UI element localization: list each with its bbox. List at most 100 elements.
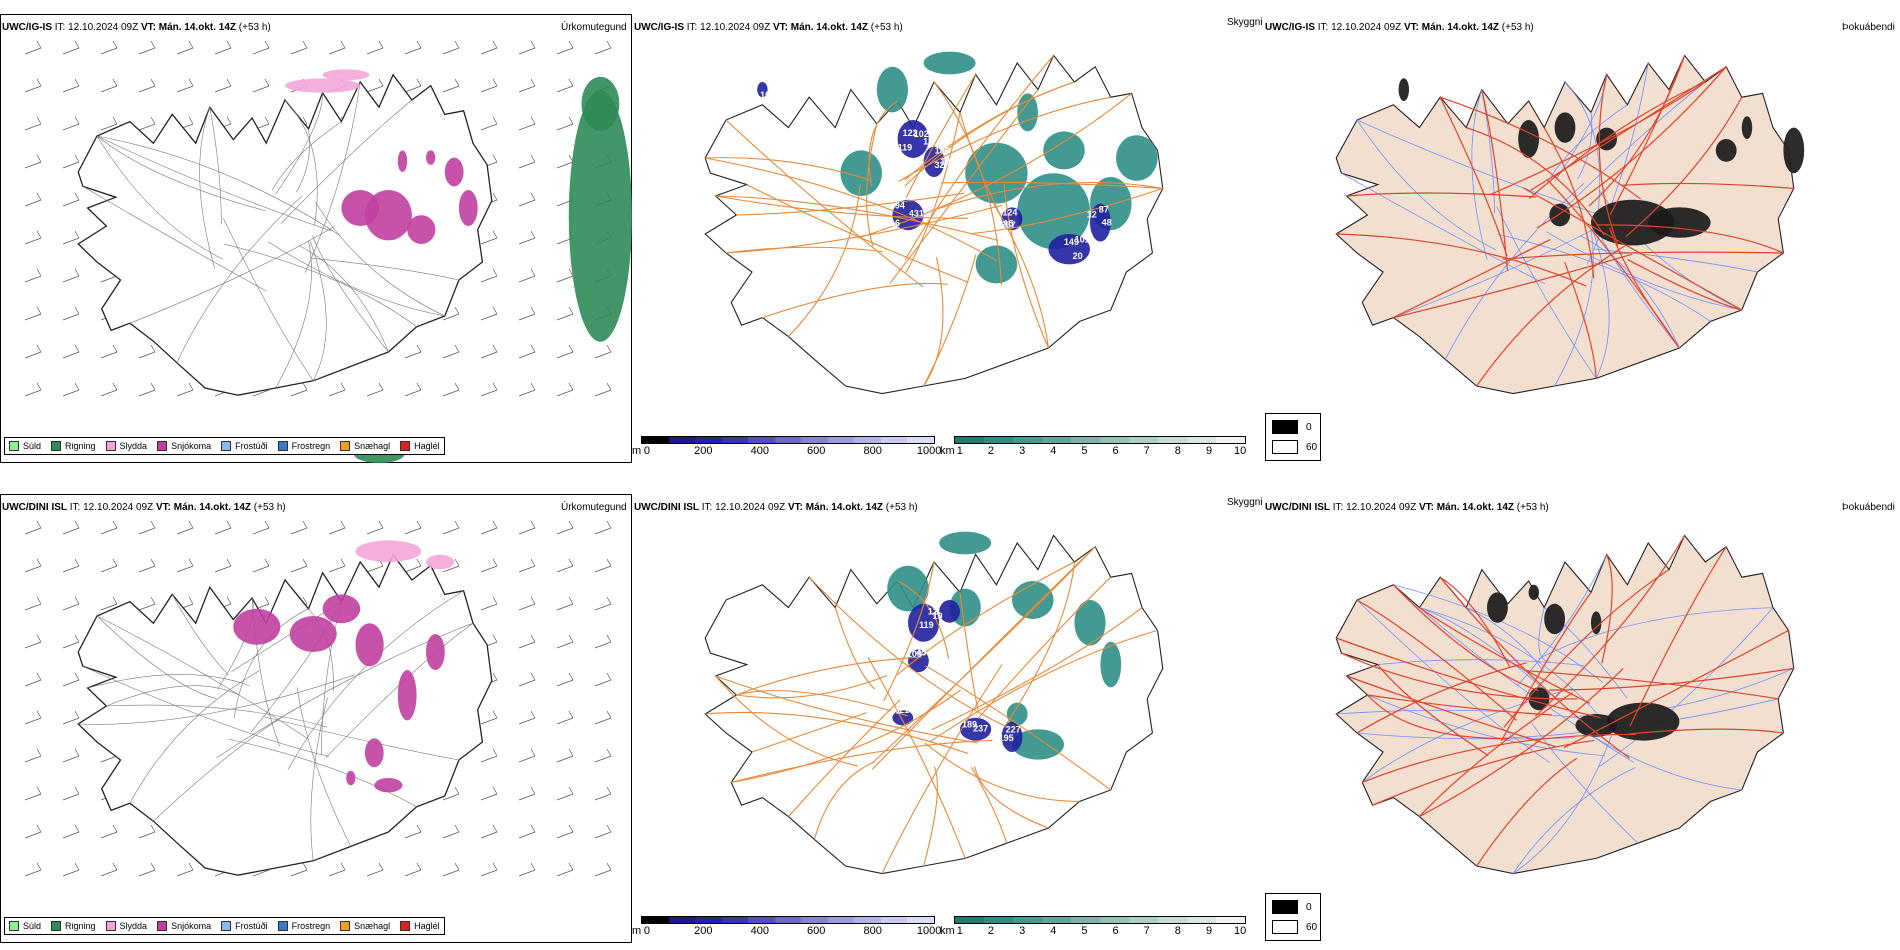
wind-barb — [404, 85, 422, 93]
wind-barb-flag — [264, 596, 270, 605]
header-top-right: UWC/IG-IS IT: 12.10.2024 09Z VT: Mán. 14… — [1265, 22, 1534, 34]
wind-barb-flag — [36, 154, 42, 163]
it-prefix: IT: — [54, 22, 66, 33]
colorbar-tick: 9 — [1205, 925, 1213, 937]
snow-area — [355, 623, 384, 667]
wind-barb-flag — [416, 862, 422, 871]
colorbar-tick: 7 — [1143, 925, 1150, 937]
wind-barb-flag — [36, 862, 42, 871]
wind-barb — [290, 527, 308, 535]
wind-barb — [100, 85, 118, 93]
river-line — [1367, 694, 1605, 757]
wind-barb-flag — [36, 230, 42, 239]
road-line — [813, 761, 875, 840]
wind-barb-flag — [36, 824, 42, 833]
colorbar-tick: 7 — [1143, 445, 1150, 457]
colorbar-tick: 1000 — [916, 925, 942, 937]
wind-barb-flag — [492, 596, 498, 605]
wind-barb — [24, 755, 42, 763]
wind-barb — [404, 565, 422, 573]
wind-barb-flag — [530, 306, 536, 315]
wind-barb-flag — [302, 862, 308, 871]
legend-item: Rigning — [51, 441, 96, 451]
colorbar-tick: 1 — [956, 925, 963, 937]
wind-barb-flag — [492, 268, 498, 277]
wind-barb — [24, 869, 42, 877]
wind-barb — [328, 389, 346, 397]
wind-barb-flag — [74, 558, 80, 567]
road-line — [216, 622, 474, 758]
colorbar-cell — [1129, 437, 1158, 443]
road-line — [106, 685, 240, 707]
fog-map-bottom — [1335, 534, 1795, 875]
wind-barb — [62, 527, 80, 535]
colorbar-tick: 9 — [1205, 445, 1213, 457]
wind-barb — [252, 47, 270, 55]
fog-legend-label: 0 — [1306, 421, 1312, 433]
road-line — [905, 112, 961, 273]
low-visibility-area — [1043, 131, 1085, 170]
road-line — [296, 128, 310, 193]
wind-barb-flag — [74, 710, 80, 719]
wind-barb — [518, 123, 536, 131]
precip-legend-top: Súld Rigning Slydda Snjókoma Frostúði Frostre… — [4, 437, 445, 455]
wind-barb — [518, 527, 536, 535]
iceland-land — [1335, 534, 1795, 875]
road-line — [1356, 599, 1518, 721]
wind-barb-flag — [568, 116, 574, 125]
fog-legend-row-white: 60 — [1272, 440, 1317, 454]
colorbar-tick: 4 — [1050, 445, 1057, 457]
wind-barb-flag — [74, 78, 80, 87]
wind-barb-flag — [226, 558, 232, 567]
colorbar-cell — [1158, 917, 1187, 923]
low-visibility-area — [1012, 729, 1064, 760]
road-line — [1481, 89, 1509, 271]
road-line — [96, 135, 332, 232]
legend-item: Frostregn — [277, 921, 330, 931]
legend-swatch — [221, 921, 232, 931]
sleet-area — [355, 540, 422, 562]
colorbar-tick: 8 — [1174, 445, 1181, 457]
wind-barb — [366, 527, 384, 535]
wind-barb-flag — [74, 306, 80, 315]
wind-barb — [518, 47, 536, 55]
wind-barb-flag — [454, 382, 460, 391]
river-line — [1564, 81, 1601, 215]
wind-barb — [556, 275, 574, 283]
road-line — [1502, 251, 1784, 260]
wind-barb — [176, 389, 194, 397]
wind-barb — [328, 869, 346, 877]
low-cloudbase-area — [960, 717, 992, 741]
colorbar-cell — [721, 437, 749, 443]
wind-barb — [518, 351, 536, 359]
legend-label: Haglél — [414, 921, 440, 931]
wind-barb — [480, 831, 498, 839]
colorbar-cell — [1071, 437, 1100, 443]
low-cloudbase-area — [1090, 203, 1111, 242]
wind-barb — [366, 565, 384, 573]
visibility-unit: km — [940, 445, 955, 457]
legend-item: Súld — [9, 921, 41, 931]
low-visibility-area — [975, 245, 1018, 284]
wind-barb — [62, 237, 80, 245]
wind-barb — [252, 869, 270, 877]
wind-barb — [442, 47, 460, 55]
cloudbase-colorbar-ticks: 0 200 400 600 800 1000 — [641, 444, 942, 458]
wind-barb — [366, 85, 384, 93]
road-line — [1596, 224, 1784, 254]
lead-time: (+53 h) — [1516, 502, 1549, 513]
wind-barb-flag — [568, 558, 574, 567]
wind-barb — [556, 641, 574, 649]
header-bottom-left: UWC/DINI ISL IT: 12.10.2024 09Z VT: Mán.… — [2, 502, 286, 514]
colorbar-cell — [1187, 437, 1216, 443]
cloudbase-value-label: 100 — [907, 649, 922, 659]
wind-barb — [480, 351, 498, 359]
low-cloudbase-area — [1001, 207, 1023, 231]
colorbar-cell — [1042, 917, 1071, 923]
wind-barb — [518, 565, 536, 573]
wind-barb-flag — [492, 862, 498, 871]
colorbar-tick: 5 — [1081, 925, 1088, 937]
model-name: UWC/DINI ISL — [1265, 502, 1330, 513]
cloudbase-value-label: 186 — [935, 145, 950, 155]
wind-barb — [24, 641, 42, 649]
